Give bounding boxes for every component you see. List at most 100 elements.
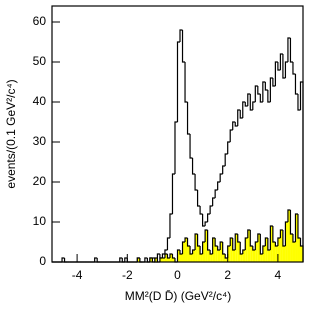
hist-step: [222, 165, 226, 174]
hist-bar: [182, 242, 186, 262]
hist-step: [277, 237, 281, 246]
hist-step: [217, 181, 221, 190]
hist-step: [204, 229, 208, 242]
hist-bar: [159, 258, 163, 262]
hist-step: [279, 53, 283, 70]
hist-bar: [255, 242, 258, 262]
hist-step: [94, 257, 98, 262]
hist-step: [194, 174, 198, 191]
hist-step: [171, 254, 175, 259]
hist-step: [61, 257, 65, 262]
hist-step: [169, 253, 173, 258]
y-tick-label: 30: [33, 134, 47, 148]
hist-step: [267, 238, 271, 251]
hist-step: [287, 37, 291, 62]
y-tick-label: 10: [33, 214, 47, 228]
hist-step: [257, 86, 261, 95]
hist-step: [272, 78, 276, 87]
hist-bar: [212, 238, 216, 262]
y-tick-label: 50: [33, 54, 47, 68]
hist-step: [219, 173, 223, 182]
hist-bar: [240, 254, 243, 262]
hist-step: [267, 90, 271, 103]
hist-step: [209, 250, 213, 255]
hist-step: [164, 249, 168, 254]
hist-bar: [232, 250, 236, 262]
hist-bar: [270, 226, 273, 262]
hist-bar: [277, 238, 281, 262]
hist-bar: [247, 230, 251, 262]
hist-step: [224, 254, 228, 259]
hist-step: [232, 238, 236, 251]
hist-bar: [250, 246, 253, 262]
hist-bar: [242, 250, 246, 262]
hist-bar: [222, 254, 226, 262]
hist-step: [164, 253, 168, 258]
hist-bar: [227, 246, 231, 262]
x-tick-label: 4: [275, 268, 282, 282]
hist-bar: [245, 238, 248, 262]
hist-step: [139, 258, 143, 263]
hist-step: [179, 29, 183, 42]
hist-bar: [215, 246, 218, 262]
hist-bar: [260, 254, 263, 262]
hist-bar: [267, 250, 271, 262]
hist-step: [176, 41, 181, 122]
hist-step: [184, 62, 188, 103]
hist-bar: [187, 246, 191, 262]
hist-step: [159, 257, 163, 262]
hist-bar: [177, 250, 181, 262]
hist-step: [279, 229, 283, 238]
hist-step: [234, 233, 238, 250]
hist-step: [254, 241, 258, 250]
hist-bar: [252, 250, 256, 262]
hist-step: [199, 246, 203, 255]
hist-step: [171, 173, 175, 214]
hist-bar: [172, 258, 175, 262]
hist-bar: [282, 246, 286, 262]
hist-step: [166, 237, 170, 250]
hist-step: [292, 234, 296, 243]
hist-step: [217, 246, 221, 251]
hist-step: [247, 93, 251, 106]
hist-step: [196, 190, 201, 207]
hist-step: [219, 241, 223, 250]
hist-step: [239, 242, 243, 255]
hist-step: [259, 94, 263, 103]
hist-step: [232, 121, 236, 130]
hist-step: [277, 62, 281, 71]
hist-step: [191, 249, 196, 254]
hist-step: [282, 230, 286, 247]
hist-step: [274, 242, 278, 247]
hist-step: [212, 237, 216, 254]
hist-bar: [185, 238, 188, 262]
hist-bar: [225, 258, 228, 262]
y-axis-label: events/(0.1 GeV²/c⁴): [4, 79, 18, 188]
hist-step: [249, 94, 253, 111]
hist-bar: [297, 238, 301, 262]
hist-bar: [230, 238, 233, 262]
hist-bar: [149, 258, 153, 262]
y-tick-label: 20: [33, 174, 47, 188]
hist-bar: [137, 258, 140, 262]
hist-step: [207, 213, 211, 222]
hist-step: [254, 85, 258, 102]
chart: MM²(D D̄) (GeV²/c⁴) events/(0.1 GeV²/c⁴)…: [4, 5, 304, 303]
hist-step: [297, 214, 301, 239]
hist-step: [249, 230, 253, 247]
hist-step: [119, 257, 123, 262]
hist-step: [149, 257, 153, 262]
hist-step: [214, 238, 218, 247]
hist-bar: [287, 210, 291, 262]
hist-step: [214, 189, 218, 198]
hist-step: [207, 230, 211, 251]
hist-step: [269, 225, 273, 250]
hist-bar: [257, 234, 261, 262]
hist-bar: [207, 250, 211, 262]
hist-step: [161, 253, 165, 258]
hist-step: [204, 221, 208, 226]
hist-step: [242, 249, 246, 254]
hist-bar: [300, 246, 303, 262]
hist-step: [136, 257, 140, 262]
hist-bar: [154, 258, 158, 262]
